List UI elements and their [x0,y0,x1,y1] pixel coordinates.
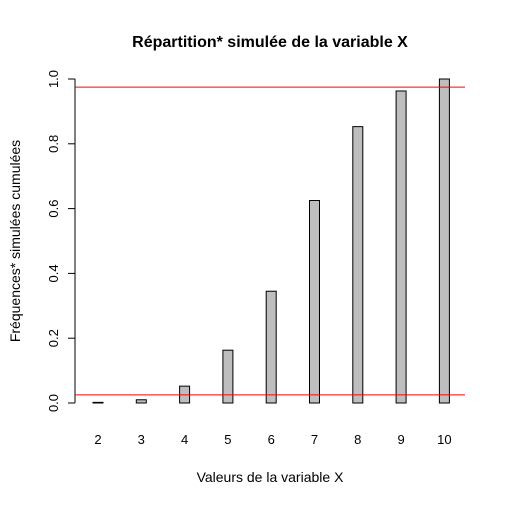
x-tick-label: 2 [94,432,101,447]
x-tick-label: 7 [311,432,318,447]
x-tick-label: 4 [181,432,188,447]
x-ticks: 2 3 4 5 6 7 8 9 10 [94,432,451,447]
x-tick-label: 8 [354,432,361,447]
bar [309,200,320,404]
bar [222,349,234,404]
reference-lines [75,86,465,396]
y-ticks: 0.0 0.2 0.4 0.6 0.8 1.0 [46,70,75,412]
y-tick-label: 0.0 [46,394,61,412]
bar [265,290,277,404]
bar [352,126,364,404]
bars [92,78,450,404]
x-tick-label: 5 [224,432,231,447]
y-tick-label: 0.4 [46,264,61,282]
x-tick-label: 6 [268,432,275,447]
x-tick-label: 10 [437,432,451,447]
y-tick-label: 0.8 [46,135,61,153]
chart-title: Répartition* simulée de la variable X [132,34,408,51]
x-tick-label: 9 [397,432,404,447]
x-axis-label: Valeurs de la variable X [197,469,344,485]
bar [438,78,450,404]
x-tick-label: 3 [138,432,145,447]
bar [92,401,104,404]
bar [395,90,407,404]
y-tick-label: 0.2 [46,329,61,347]
y-tick-label: 0.6 [46,200,61,218]
y-tick-label: 1.0 [46,70,61,88]
y-axis-label: Fréquences* simulées cumulées [7,140,23,342]
bar [135,399,147,404]
